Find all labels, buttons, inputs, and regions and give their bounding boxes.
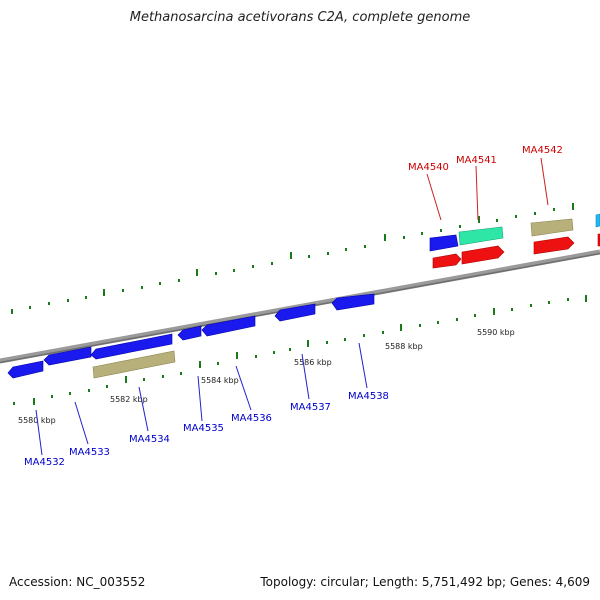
gene-label: MA4540 xyxy=(408,162,449,173)
scale-label: 5588 kbp xyxy=(385,342,423,351)
gene-label: MA4534 xyxy=(129,434,170,445)
upper-tick-ruler xyxy=(11,203,574,314)
gene-arrow xyxy=(177,325,202,341)
accession-label: Accession: NC_003552 xyxy=(9,575,146,589)
gene-arrow xyxy=(331,293,375,311)
scale-label: 5584 kbp xyxy=(201,376,239,385)
gene-arrow xyxy=(43,346,92,366)
gene-arrow xyxy=(90,333,173,360)
gene-arrow xyxy=(595,213,600,228)
lower-tick-ruler xyxy=(13,295,587,405)
minus-strand-features xyxy=(7,293,375,379)
gene-label: MA4536 xyxy=(231,413,272,424)
gene-arrow xyxy=(274,303,316,322)
gene-label: MA4535 xyxy=(183,423,224,434)
gene-arrow xyxy=(432,253,462,269)
gene-label: MA4537 xyxy=(290,402,331,413)
gene-arrow xyxy=(530,218,574,237)
gene-label: MA4538 xyxy=(348,391,389,402)
gene-label: MA4541 xyxy=(456,155,497,166)
map-title: Methanosarcina acetivorans C2A, complete… xyxy=(129,10,471,25)
gene-label: MA4533 xyxy=(69,447,110,458)
scale-label: 5590 kbp xyxy=(477,328,515,337)
gene-arrow xyxy=(533,236,575,255)
scale-label: 5586 kbp xyxy=(294,358,332,367)
scale-label: 5580 kbp xyxy=(18,416,56,425)
scale-label: 5582 kbp xyxy=(110,395,148,404)
gene-arrow xyxy=(458,226,504,246)
gene-label: MA4532 xyxy=(24,457,65,468)
gene-label: MA4542 xyxy=(522,145,563,156)
plus-strand-features xyxy=(429,213,600,269)
gene-arrow xyxy=(201,315,256,337)
genome-info-label: Topology: circular; Length: 5,751,492 bp… xyxy=(260,575,590,589)
gene-arrow xyxy=(92,350,176,379)
gene-arrow xyxy=(429,234,459,252)
gene-arrow xyxy=(7,360,44,379)
gene-arrow xyxy=(461,245,505,265)
